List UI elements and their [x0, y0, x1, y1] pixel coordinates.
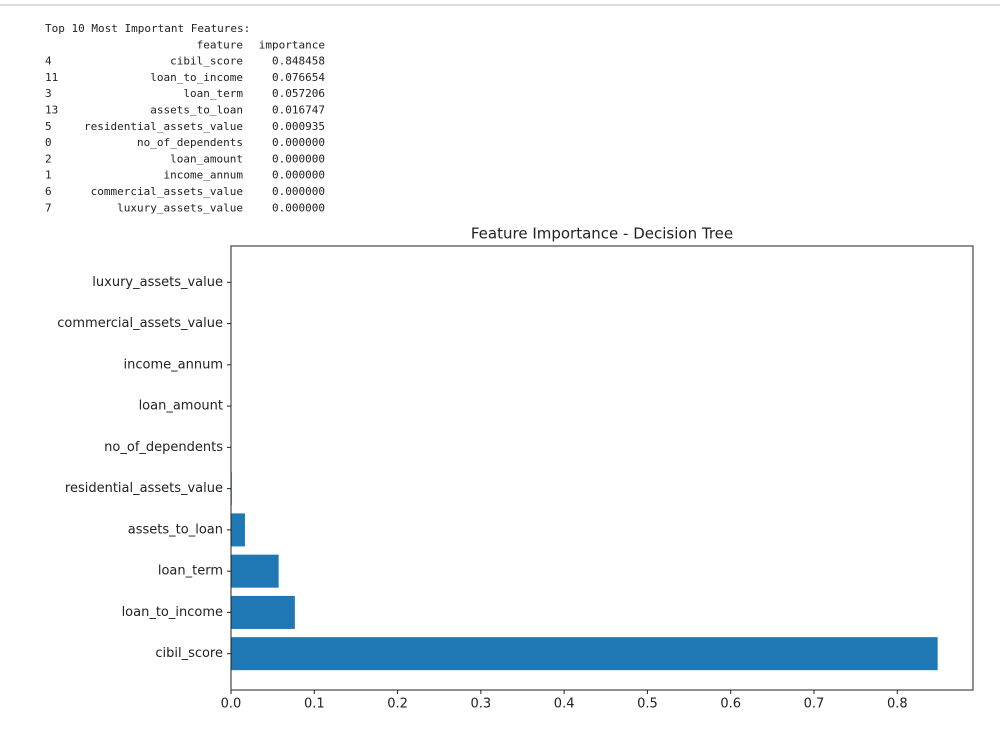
row-index: 11: [45, 71, 58, 84]
row-feature: loan_term: [183, 87, 243, 100]
y-tick-label: assets_to_loan: [128, 522, 223, 537]
x-tick-label: 0.3: [471, 697, 492, 712]
y-tick-label: income_annum: [124, 357, 223, 372]
chart-title: Feature Importance - Decision Tree: [471, 225, 733, 243]
row-feature: income_annum: [164, 169, 244, 182]
x-tick-label: 0.0: [221, 697, 242, 712]
y-tick-label: loan_to_income: [122, 605, 223, 620]
row-index: 5: [45, 120, 52, 133]
row-index: 3: [45, 87, 52, 100]
row-index: 0: [45, 136, 52, 149]
row-feature: cibil_score: [170, 55, 243, 68]
row-importance: 0.076654: [272, 71, 325, 84]
row-importance: 0.016747: [272, 104, 325, 117]
y-tick-label: loan_term: [158, 564, 223, 579]
bar: [231, 513, 245, 547]
row-importance: 0.000935: [272, 120, 325, 133]
x-tick-label: 0.6: [720, 697, 741, 712]
row-feature: assets_to_loan: [150, 104, 243, 117]
bar: [231, 554, 279, 588]
row-importance: 0.848458: [272, 55, 325, 68]
y-tick-label: cibil_score: [155, 646, 223, 661]
output-heading: Top 10 Most Important Features:: [45, 22, 250, 35]
row-index: 7: [45, 201, 52, 214]
row-importance: 0.000000: [272, 169, 325, 182]
x-tick-label: 0.5: [637, 697, 658, 712]
row-importance: 0.000000: [272, 152, 325, 165]
row-importance: 0.000000: [272, 136, 325, 149]
row-feature: luxury_assets_value: [117, 201, 243, 214]
row-feature: loan_to_income: [150, 71, 243, 84]
row-feature: commercial_assets_value: [91, 185, 243, 198]
row-feature: no_of_dependents: [137, 136, 243, 149]
y-tick-label: loan_amount: [139, 399, 223, 414]
row-index: 4: [45, 55, 52, 68]
row-index: 13: [45, 104, 58, 117]
x-tick-label: 0.1: [304, 697, 325, 712]
y-tick-label: residential_assets_value: [65, 481, 223, 496]
bar: [231, 637, 938, 671]
column-header: importance: [259, 38, 325, 51]
plot-frame: [230, 245, 974, 691]
row-importance: 0.000000: [272, 201, 325, 214]
column-header: feature: [197, 38, 243, 51]
row-importance: 0.057206: [272, 87, 325, 100]
row-feature: residential_assets_value: [84, 120, 243, 133]
row-feature: loan_amount: [170, 152, 243, 165]
row-index: 1: [45, 169, 52, 182]
row-index: 2: [45, 152, 52, 165]
x-tick-label: 0.8: [887, 697, 908, 712]
y-tick-label: no_of_dependents: [104, 440, 223, 455]
y-tick-label: luxury_assets_value: [92, 275, 223, 290]
bar: [231, 595, 295, 629]
x-tick-label: 0.2: [387, 697, 408, 712]
text-output: Top 10 Most Important Features: feature im…: [45, 22, 325, 214]
chart: Feature Importance - Decision Tree cibil…: [57, 225, 974, 712]
x-tick-label: 0.7: [804, 697, 825, 712]
y-tick-label: commercial_assets_value: [57, 316, 223, 331]
x-tick-label: 0.4: [554, 697, 575, 712]
row-importance: 0.000000: [272, 185, 325, 198]
row-index: 6: [45, 185, 52, 198]
